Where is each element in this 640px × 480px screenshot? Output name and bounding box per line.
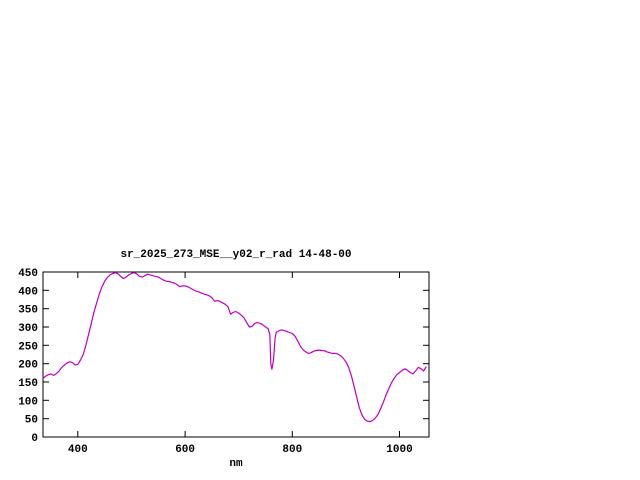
- x-tick-label: 1000: [386, 444, 412, 456]
- plot-border: [42, 271, 430, 438]
- y-tick-label: 100: [18, 396, 38, 408]
- y-tick-label: 150: [18, 378, 38, 390]
- y-tick-label: 200: [18, 360, 38, 372]
- x-tick-label: 400: [68, 444, 88, 456]
- y-tick-label: 450: [18, 268, 38, 280]
- y-tick-label: 250: [18, 341, 38, 353]
- chart-title: sr_2025_273_MSE__y02_r_rad 14-48-00: [120, 249, 352, 261]
- y-tick-label: 300: [18, 323, 38, 335]
- y-tick-label: 50: [25, 415, 38, 427]
- x-axis-label: nm: [229, 458, 243, 470]
- x-tick-label: 800: [282, 444, 302, 456]
- x-tick-label: 600: [175, 444, 195, 456]
- y-tick-label: 400: [18, 286, 38, 298]
- spectrum-line: [42, 272, 427, 423]
- y-tick-label: 350: [18, 305, 38, 317]
- y-tick-label: 0: [31, 433, 38, 445]
